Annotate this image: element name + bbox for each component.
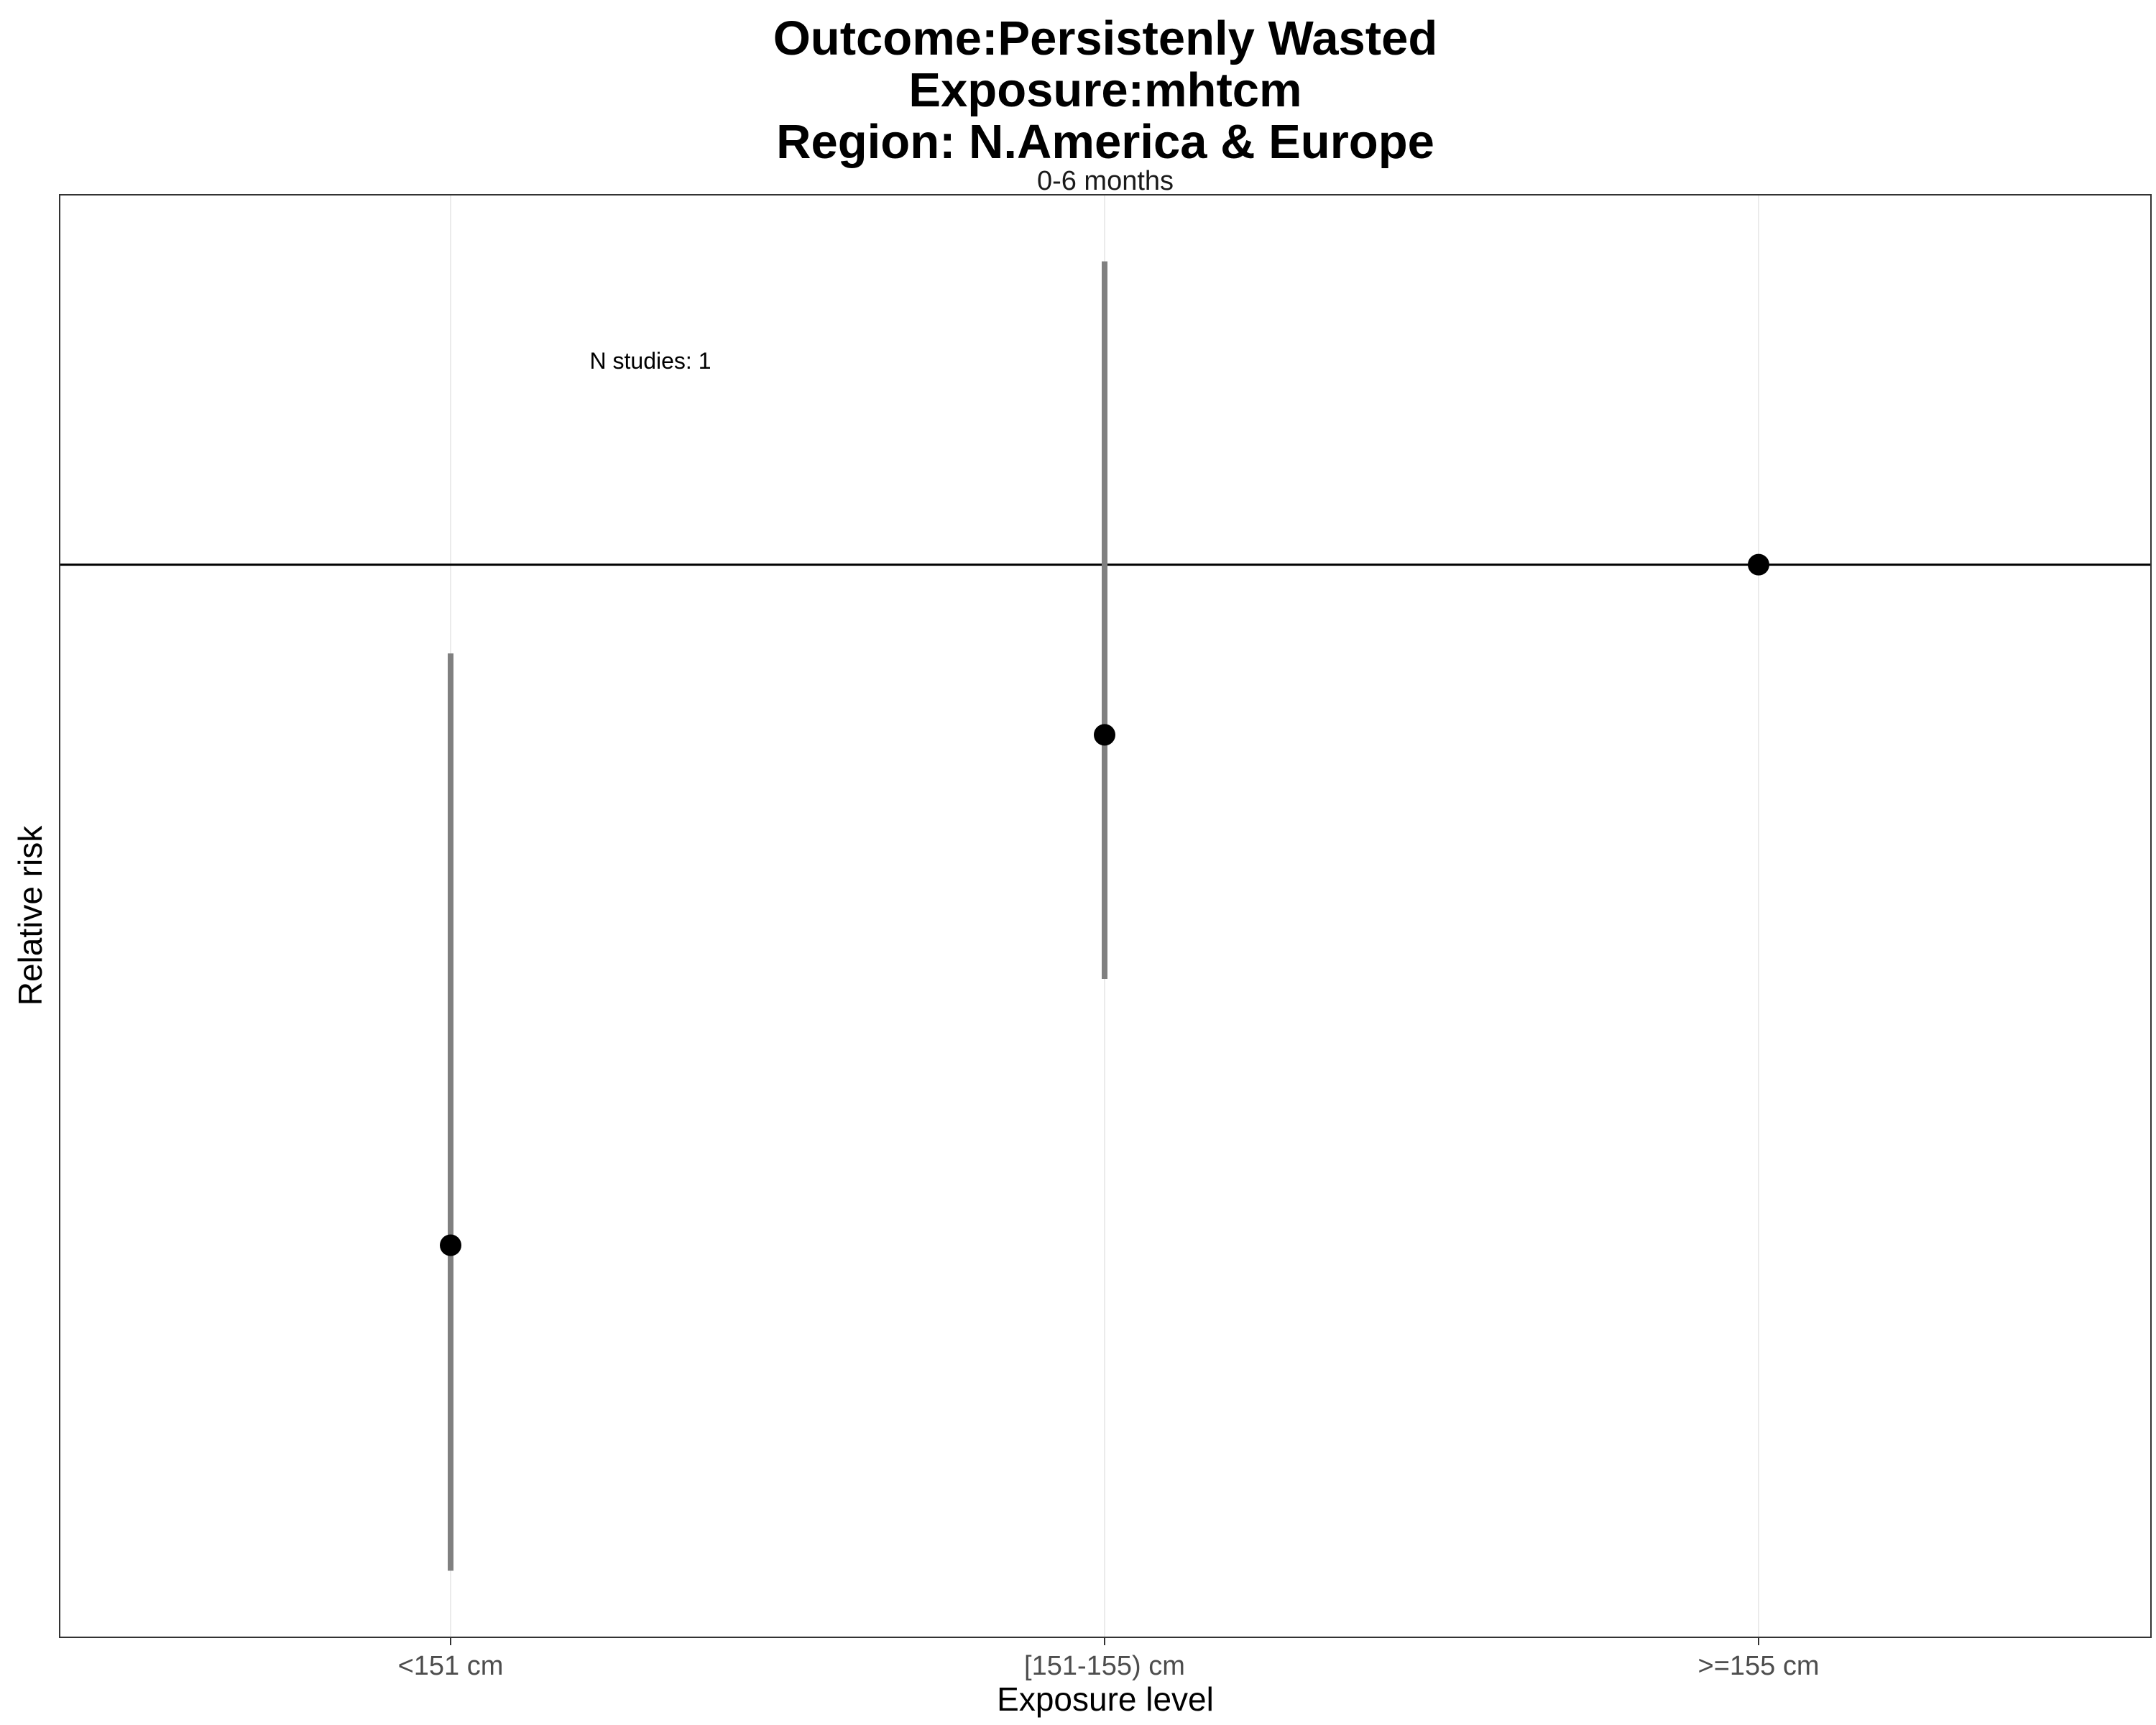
x-tick-label: <151 cm	[398, 1651, 504, 1681]
x-axis-title: Exposure level	[997, 1680, 1214, 1718]
ci-layer	[448, 261, 1107, 1571]
n-studies-annotation: N studies: 1	[590, 348, 711, 374]
estimate-point	[440, 1234, 461, 1256]
estimate-point	[1748, 553, 1769, 576]
x-tick-label: >=155 cm	[1698, 1651, 1820, 1681]
x-tick-label: [151-155) cm	[1024, 1651, 1185, 1681]
x-axis: <151 cm [151-155) cm >=155 cm	[398, 1637, 1820, 1681]
chart-title: Outcome:Persistenly Wasted Exposure:mhtc…	[773, 12, 1438, 169]
title-line-1: Outcome:Persistenly Wasted	[773, 12, 1438, 65]
title-line-2: Exposure:mhtcm	[908, 63, 1302, 117]
y-axis-title: Relative risk	[11, 825, 49, 1006]
point-layer	[440, 553, 1769, 1256]
estimate-point	[1094, 724, 1115, 746]
facet-label: 0-6 months	[1037, 166, 1174, 196]
title-line-3: Region: N.America & Europe	[776, 115, 1434, 169]
